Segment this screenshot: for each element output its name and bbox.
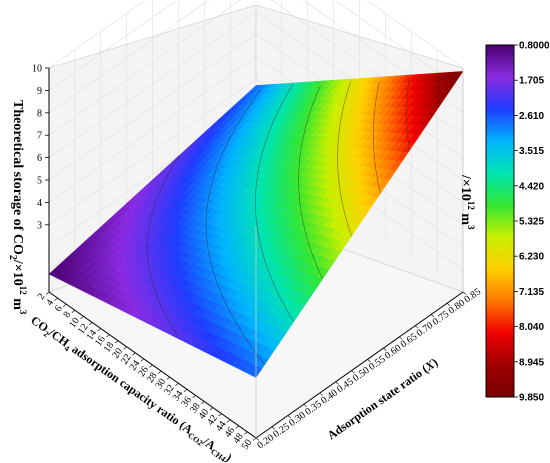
colorbar-tick-label: 8.945 xyxy=(519,357,544,368)
x-tick-label: 8 xyxy=(61,310,73,320)
y-tick-mark xyxy=(399,336,403,340)
x-tick-mark xyxy=(226,419,231,423)
x-title-s2: 4 xyxy=(63,344,71,354)
contour-line xyxy=(406,77,410,151)
x-tick-mark xyxy=(252,437,257,441)
z-tick-label: 8 xyxy=(37,108,42,119)
y-tick-mark xyxy=(446,303,451,306)
colorbar-tick-label: 5.325 xyxy=(519,217,544,228)
colorbar-title: /×1012 m3 xyxy=(458,174,476,230)
y-tick-mark xyxy=(462,291,467,295)
y-tick-mark xyxy=(319,392,323,396)
cb-title-lead: /×10 xyxy=(458,174,473,201)
y-tick-mark xyxy=(303,404,307,408)
y-axis-line xyxy=(255,291,464,439)
z-title-unit-sup: 3 xyxy=(18,310,28,315)
colorbar-tick-label: 0.8000 xyxy=(519,41,550,52)
colorbar-tick-label: 9.850 xyxy=(519,393,544,404)
colorbar-tick-label: 4.420 xyxy=(519,181,544,192)
x-tick-mark xyxy=(244,431,248,435)
z-tick-label: 6 xyxy=(37,153,42,164)
x-tick-mark xyxy=(192,395,196,399)
z-gridline xyxy=(48,78,464,226)
z-axis-title: Theoretical storage of CO2/×1012 m3 xyxy=(7,100,28,315)
colorbar-gradient xyxy=(485,44,515,398)
colorbar: 0.8000 1.705 2.610 3.515 4.420 5.325 6.230 7.13… xyxy=(458,41,550,404)
z-gridline xyxy=(48,0,464,91)
x-tick-mark xyxy=(183,389,188,393)
x-tick-mark xyxy=(157,370,162,374)
y-title-tail: ) xyxy=(429,355,440,369)
x-title-tail: ) xyxy=(223,451,234,463)
x-tick-mark xyxy=(114,340,119,344)
z-title-sup: 12 xyxy=(18,286,28,296)
x-tick-label: 6 xyxy=(53,304,65,314)
z-title-unit: m xyxy=(10,295,25,311)
z-tick-label: 9 xyxy=(37,86,42,97)
x-tick-mark xyxy=(235,425,239,429)
contour-line xyxy=(298,85,323,280)
y-tick-mark xyxy=(383,347,387,351)
x-tick-mark xyxy=(149,364,153,368)
z-tick-label: 3 xyxy=(37,220,42,231)
y-tick-mark xyxy=(271,426,276,430)
z-gridline xyxy=(48,0,464,114)
y-tick-label: 0.85 xyxy=(462,286,483,305)
contour-line xyxy=(255,83,294,323)
colorbar-tick-label: 2.610 xyxy=(519,111,544,122)
y-tick-mark xyxy=(351,370,355,374)
colorbar-tick-label: 1.705 xyxy=(519,76,544,87)
cb-title-unit-sup: 3 xyxy=(466,225,476,230)
z-tick-label: 5 xyxy=(37,176,42,187)
x-tick-mark xyxy=(97,328,101,332)
colorbar-tick-label: 7.135 xyxy=(519,287,544,298)
z-axis-ticks: 3 4 5 6 7 8 9 10 xyxy=(32,64,49,231)
x-tick-label: 4 xyxy=(44,298,56,308)
z-tick-label: 10 xyxy=(32,64,42,75)
x-tick-mark xyxy=(132,352,136,356)
x-tick-mark xyxy=(106,334,110,338)
x-tick-mark xyxy=(166,376,170,380)
colorbar-ticks: 0.8000 1.705 2.610 3.515 4.420 5.325 6.230 7.13… xyxy=(514,41,550,404)
x-tick-mark xyxy=(175,383,179,386)
colorbar-tick-label: 8.040 xyxy=(519,322,544,333)
x-tick-mark xyxy=(88,322,93,326)
x-tick-mark xyxy=(140,358,145,362)
contour-line xyxy=(373,82,381,194)
y-tick-mark xyxy=(255,437,260,441)
x-tick-mark xyxy=(80,316,84,320)
x-tick-mark xyxy=(209,407,214,411)
contour-line xyxy=(205,89,265,365)
colorbar-tick-label: 6.230 xyxy=(519,252,544,263)
z-title-mid: /×10 xyxy=(10,259,25,286)
contour-lines xyxy=(147,73,439,365)
x-tick-mark xyxy=(71,310,76,313)
x-tick-mark xyxy=(123,346,127,350)
y-tick-mark xyxy=(415,325,419,329)
y-tick-mark xyxy=(287,415,292,419)
x-tick-mark xyxy=(45,291,50,295)
y-tick-mark xyxy=(430,314,435,318)
contour-line xyxy=(337,80,352,237)
z-title-sub: 2 xyxy=(7,255,18,260)
x-tick-label: 2 xyxy=(36,291,48,301)
z-tick-label: 4 xyxy=(37,198,42,209)
z-title-lead: Theoretical storage of CO xyxy=(10,100,25,255)
z-gridline xyxy=(48,0,464,69)
colorbar-tick-label: 3.515 xyxy=(519,146,544,157)
x-tick-mark xyxy=(218,413,222,417)
z-tick-label: 7 xyxy=(37,131,42,142)
contour-line xyxy=(147,154,180,337)
y-tick-mark xyxy=(335,381,339,385)
x-tick-mark xyxy=(63,303,67,307)
contour-line xyxy=(437,73,439,108)
x-tick-mark xyxy=(201,401,205,405)
cb-title-unit: m xyxy=(458,210,473,226)
y-tick-mark xyxy=(367,359,371,363)
x-title-s1: 2 xyxy=(42,329,50,339)
cb-title-sup: 12 xyxy=(466,201,476,211)
x-tick-mark xyxy=(54,297,58,301)
